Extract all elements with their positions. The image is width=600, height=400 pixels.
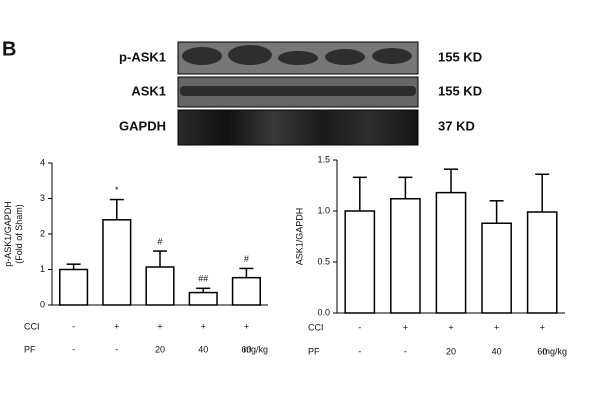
x-tick-label: + xyxy=(448,322,453,332)
category-row-name: PF xyxy=(24,344,36,354)
x-tick-label: - xyxy=(358,346,361,356)
blot: p-ASK1 ASK1 GAPDH 155 KD 155 KD 37 KD xyxy=(119,41,482,146)
category-unit: mg/kg xyxy=(243,344,268,354)
y-axis-label: (Fold of Sham) xyxy=(14,204,24,264)
x-tick-label: 20 xyxy=(155,344,165,354)
blot-size: 155 KD xyxy=(438,83,482,98)
x-tick-label: 60 xyxy=(241,344,251,354)
x-tick-label: - xyxy=(72,344,75,354)
x-tick-label: 40 xyxy=(198,344,208,354)
x-tick-label: + xyxy=(494,322,499,332)
significance-label: # xyxy=(244,254,249,264)
blot-lane xyxy=(177,109,419,146)
x-tick-label: + xyxy=(114,321,119,331)
blot-row-label: ASK1 xyxy=(131,83,166,98)
category-row-name: CCI xyxy=(24,321,40,331)
category-row-name: CCI xyxy=(308,322,324,332)
bar xyxy=(188,291,218,306)
blot-size: 155 KD xyxy=(438,49,482,64)
y-tick-label: 1.0 xyxy=(317,205,330,215)
y-axis-label: p-ASK1/GAPDH xyxy=(3,201,13,267)
category-row-name: PF xyxy=(308,346,320,356)
category-unit: mg/kg xyxy=(542,346,567,356)
bar xyxy=(481,222,512,314)
y-tick-label: 1 xyxy=(40,264,45,274)
significance-label: * xyxy=(115,185,119,195)
x-tick-label: - xyxy=(358,322,361,332)
bar xyxy=(390,198,421,314)
significance-label: # xyxy=(157,236,162,246)
blot-row-label: p-ASK1 xyxy=(119,49,166,64)
y-tick-label: 0.5 xyxy=(317,256,330,266)
x-tick-label: + xyxy=(157,321,162,331)
band xyxy=(182,47,222,65)
band xyxy=(278,51,318,65)
bar xyxy=(145,266,175,306)
y-tick-label: 0.0 xyxy=(317,307,330,317)
band xyxy=(372,48,412,64)
band xyxy=(325,49,365,65)
y-tick-label: 3 xyxy=(40,193,45,203)
x-tick-label: 60 xyxy=(537,346,547,356)
y-tick-label: 1.5 xyxy=(317,154,330,164)
panel-label: B xyxy=(2,38,16,60)
bar xyxy=(231,276,261,306)
significance-label: ## xyxy=(198,274,208,284)
y-axis-label: ASK1/GAPDH xyxy=(294,208,304,266)
band xyxy=(228,45,272,65)
y-tick-label: 2 xyxy=(40,228,45,238)
x-tick-label: 20 xyxy=(446,346,456,356)
y-tick-label: 4 xyxy=(40,157,45,167)
blot-size: 37 KD xyxy=(438,118,475,133)
bar xyxy=(435,191,467,314)
bar xyxy=(344,210,376,314)
x-tick-label: + xyxy=(403,322,408,332)
bar xyxy=(102,219,132,306)
y-tick-label: 0 xyxy=(40,299,45,309)
x-tick-label: - xyxy=(404,346,407,356)
bar xyxy=(59,268,89,306)
x-tick-label: 40 xyxy=(492,346,502,356)
band xyxy=(180,86,416,96)
x-tick-label: + xyxy=(201,321,206,331)
x-tick-label: - xyxy=(115,344,118,354)
bar xyxy=(526,211,558,314)
blot-row-label: GAPDH xyxy=(119,118,166,133)
x-tick-label: - xyxy=(72,321,75,331)
x-tick-label: + xyxy=(540,322,545,332)
x-tick-label: + xyxy=(244,321,249,331)
